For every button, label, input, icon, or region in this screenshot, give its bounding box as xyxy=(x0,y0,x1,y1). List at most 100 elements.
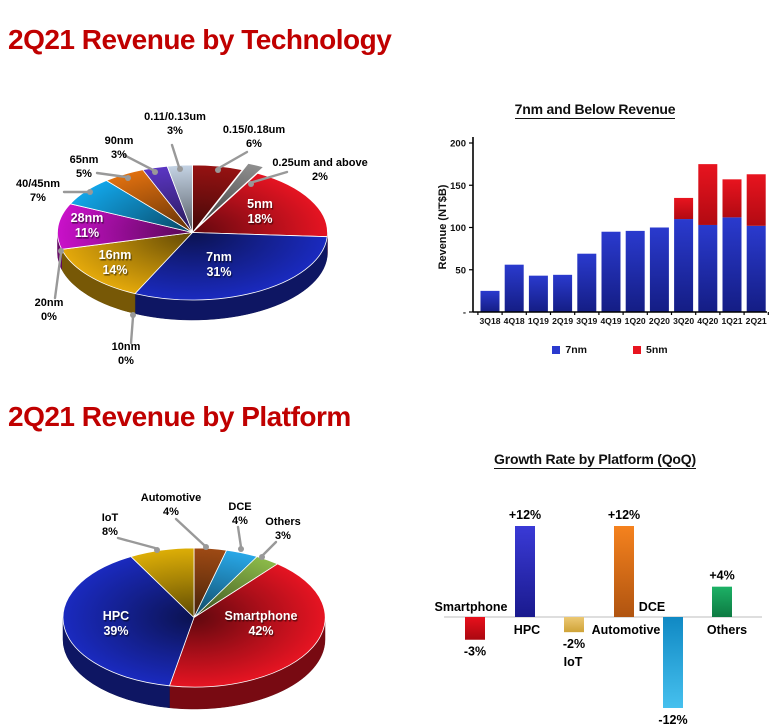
technology-pie-svg: 0.15/0.18um 6% 0.25um and above 2% 5nm 18% 7nm… xyxy=(16,111,368,367)
growth-value-Automotive: +12% xyxy=(608,508,640,522)
bar-chart-legend: 7nm 5nm xyxy=(450,344,770,356)
pie-label-28nm: 28nm 11% xyxy=(71,211,104,240)
pie-slice-7nm xyxy=(134,232,328,301)
legend-item-5nm: 5nm xyxy=(633,344,668,356)
pie-slice-Smartphone xyxy=(169,563,326,688)
pie-slice-16nm xyxy=(61,232,193,294)
growth-value-Smartphone: -3% xyxy=(464,645,486,659)
leader-dot-Others xyxy=(259,554,265,560)
pie-label-40/45nm: 40/45nm 7% xyxy=(16,178,60,204)
bar-3Q20-5nm xyxy=(674,197,694,220)
bar-3Q20-7nm xyxy=(674,219,694,312)
bar-4Q18-7nm xyxy=(504,264,524,312)
growth-category-HPC: HPC xyxy=(514,623,540,637)
pie-label-Others: Others 3% xyxy=(265,516,300,542)
pie-label-0.15/0.18um: 0.15/0.18um 6% xyxy=(223,124,286,150)
leader-dot-DCE xyxy=(238,546,244,552)
x-category-label: 1Q21 xyxy=(721,316,742,326)
bar-4Q20-7nm xyxy=(698,224,718,312)
y-tick-label: 200 xyxy=(450,139,466,150)
y-tick-label: - xyxy=(463,308,466,319)
leader-dot-40/45nm xyxy=(87,189,93,195)
growth-bar-DCE xyxy=(663,617,683,708)
x-category-label: 2Q20 xyxy=(649,316,670,326)
growth-bar-Smartphone xyxy=(465,617,485,640)
pie-slice-0.25um and above xyxy=(198,163,264,227)
pie-slice-HPC xyxy=(62,556,195,687)
bar-2Q21-7nm xyxy=(746,225,766,312)
leader-dot-20nm xyxy=(58,248,64,254)
pie-label-10nm: 10nm 0% xyxy=(112,341,141,367)
pie-label-Automotive: Automotive 4% xyxy=(141,492,202,518)
y-tick-label: 50 xyxy=(455,265,466,276)
growth-rate-svg: -3% Smartphone +12% HPC -2% IoT +12% Automotive… xyxy=(435,508,762,727)
x-category-label: 3Q20 xyxy=(673,316,694,326)
bar-chart-title-text: 7nm and Below Revenue xyxy=(514,101,676,119)
growth-category-Smartphone: Smartphone xyxy=(435,600,508,614)
bar-1Q21-5nm xyxy=(722,179,742,218)
growth-bar-HPC xyxy=(515,526,535,617)
bar-2Q20-7nm xyxy=(649,227,669,312)
growth-value-Others: +4% xyxy=(709,569,734,583)
bar-chart-y-axis-title: Revenue (NT$B) xyxy=(437,184,449,270)
pie-label-5nm: 5nm 18% xyxy=(247,197,273,226)
legend-swatch-5nm xyxy=(633,346,641,354)
growth-chart-title: Growth Rate by Platform (QoQ) xyxy=(420,451,770,469)
bar-1Q21-7nm xyxy=(722,217,742,312)
leader-dot-IoT xyxy=(154,547,160,553)
leader-dot-0.15/0.18um xyxy=(215,167,221,173)
x-category-label: 2Q21 xyxy=(746,316,767,326)
leader-line-90nm xyxy=(122,153,155,172)
bar-4Q19-7nm xyxy=(601,231,621,312)
pie-label-DCE: DCE 4% xyxy=(228,501,251,527)
pie-label-HPC: HPC 39% xyxy=(103,609,129,638)
platform-pie-chart: Automotive 4% DCE 4% Others 3% Smartphone 42% HP… xyxy=(0,460,400,728)
technology-pie-chart: 0.15/0.18um 6% 0.25um and above 2% 5nm 18% 7nm… xyxy=(0,95,400,385)
leader-line-0.11/0.13um xyxy=(170,143,181,169)
bar-2Q21-5nm xyxy=(746,174,766,226)
leader-dot-0.11/0.13um xyxy=(177,166,183,172)
x-category-label: 4Q20 xyxy=(697,316,718,326)
bar-4Q20-5nm xyxy=(698,164,718,225)
growth-value-HPC: +12% xyxy=(509,508,541,522)
y-tick-label: 100 xyxy=(450,223,466,234)
leader-dot-0.25um and above xyxy=(248,181,254,187)
pie-label-7nm: 7nm 31% xyxy=(206,250,232,279)
legend-label-7nm: 7nm xyxy=(565,344,587,356)
pie-slice-28nm xyxy=(57,203,193,250)
leader-dot-65nm xyxy=(125,175,131,181)
pie-label-16nm: 16nm 14% xyxy=(99,248,132,277)
growth-category-Others: Others xyxy=(707,623,747,637)
pie-slice-IoT xyxy=(130,547,195,618)
leader-dot-10nm xyxy=(130,312,136,318)
x-category-label: 4Q19 xyxy=(600,316,621,326)
leader-line-IoT xyxy=(116,536,157,550)
legend-swatch-7nm xyxy=(552,346,561,354)
growth-category-IoT: IoT xyxy=(564,655,583,669)
leader-line-Automotive xyxy=(174,517,206,547)
technology-section-title: 2Q21 Revenue by Technology xyxy=(8,23,392,55)
pie-label-0.11/0.13um: 0.11/0.13um 3% xyxy=(144,111,206,137)
leader-line-DCE xyxy=(236,525,243,549)
y-tick-label: 150 xyxy=(450,181,466,192)
bar-3Q19-7nm xyxy=(577,253,597,312)
pie-label-Smartphone: Smartphone 42% xyxy=(225,609,298,638)
growth-value-IoT: -2% xyxy=(563,637,585,651)
pie-label-0.25um and above: 0.25um and above 2% xyxy=(272,157,367,183)
x-category-label: 3Q19 xyxy=(576,316,597,326)
leader-line-20nm xyxy=(53,251,63,300)
7nm-revenue-bar-svg: 200 150 100 50 - 3Q18 4Q18 1Q19 2Q19 3Q19 4Q19 1Q20… xyxy=(450,137,769,326)
pie-slice-0.11/0.13um xyxy=(166,164,193,233)
pie-label-90nm: 90nm 3% xyxy=(105,135,134,161)
growth-bar-IoT xyxy=(564,617,584,633)
leader-dot-90nm xyxy=(152,169,158,175)
bar-1Q19-7nm xyxy=(528,275,548,312)
leader-line-Others xyxy=(261,540,278,557)
platform-section-title: 2Q21 Revenue by Platform xyxy=(8,400,351,432)
bar-3Q18-7nm xyxy=(480,290,500,312)
growth-rate-chart: -3% Smartphone +12% HPC -2% IoT +12% Automotive… xyxy=(420,445,770,728)
legend-item-7nm: 7nm xyxy=(552,344,587,356)
x-category-label: 2Q19 xyxy=(552,316,573,326)
growth-category-DCE: DCE xyxy=(639,600,665,614)
leader-line-0.25um and above xyxy=(251,170,289,184)
